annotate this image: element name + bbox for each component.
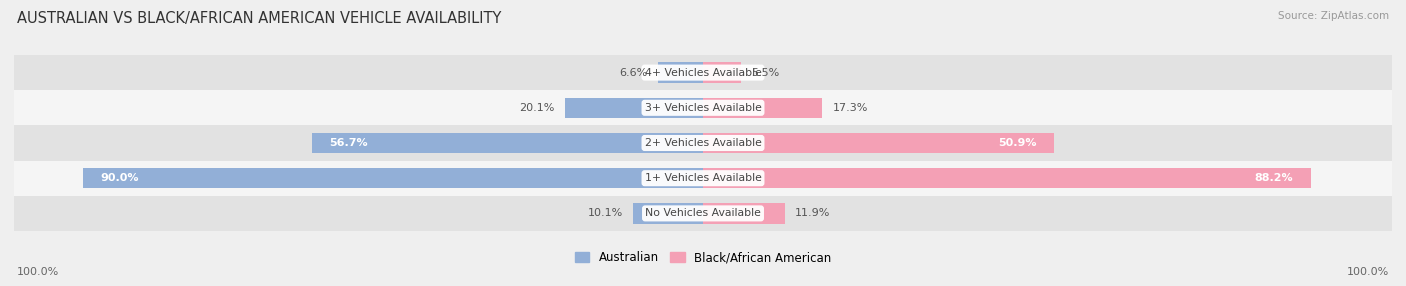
Text: 100.0%: 100.0%: [1347, 267, 1389, 277]
Bar: [703, 133, 1053, 153]
Text: 11.9%: 11.9%: [796, 208, 831, 219]
Bar: [634, 203, 703, 224]
Bar: [14, 196, 1392, 231]
Bar: [703, 168, 1310, 188]
Text: 17.3%: 17.3%: [832, 103, 868, 113]
Bar: [312, 133, 703, 153]
Text: 90.0%: 90.0%: [100, 173, 139, 183]
Bar: [14, 125, 1392, 161]
Bar: [14, 90, 1392, 125]
Bar: [83, 168, 703, 188]
Text: 56.7%: 56.7%: [329, 138, 368, 148]
Text: 20.1%: 20.1%: [519, 103, 554, 113]
Bar: [703, 62, 741, 83]
Text: 4+ Vehicles Available: 4+ Vehicles Available: [644, 67, 762, 78]
Text: 88.2%: 88.2%: [1254, 173, 1294, 183]
Text: AUSTRALIAN VS BLACK/AFRICAN AMERICAN VEHICLE AVAILABILITY: AUSTRALIAN VS BLACK/AFRICAN AMERICAN VEH…: [17, 11, 502, 26]
Bar: [14, 161, 1392, 196]
Text: 2+ Vehicles Available: 2+ Vehicles Available: [644, 138, 762, 148]
Text: No Vehicles Available: No Vehicles Available: [645, 208, 761, 219]
Text: 6.6%: 6.6%: [619, 67, 647, 78]
Text: 5.5%: 5.5%: [751, 67, 779, 78]
Text: 1+ Vehicles Available: 1+ Vehicles Available: [644, 173, 762, 183]
Bar: [565, 98, 703, 118]
Text: 50.9%: 50.9%: [998, 138, 1036, 148]
Bar: [703, 203, 785, 224]
Legend: Australian, Black/African American: Australian, Black/African American: [569, 247, 837, 269]
Text: 10.1%: 10.1%: [588, 208, 623, 219]
Bar: [14, 55, 1392, 90]
Text: 3+ Vehicles Available: 3+ Vehicles Available: [644, 103, 762, 113]
Text: 100.0%: 100.0%: [17, 267, 59, 277]
Bar: [658, 62, 703, 83]
Bar: [703, 98, 823, 118]
Text: Source: ZipAtlas.com: Source: ZipAtlas.com: [1278, 11, 1389, 21]
